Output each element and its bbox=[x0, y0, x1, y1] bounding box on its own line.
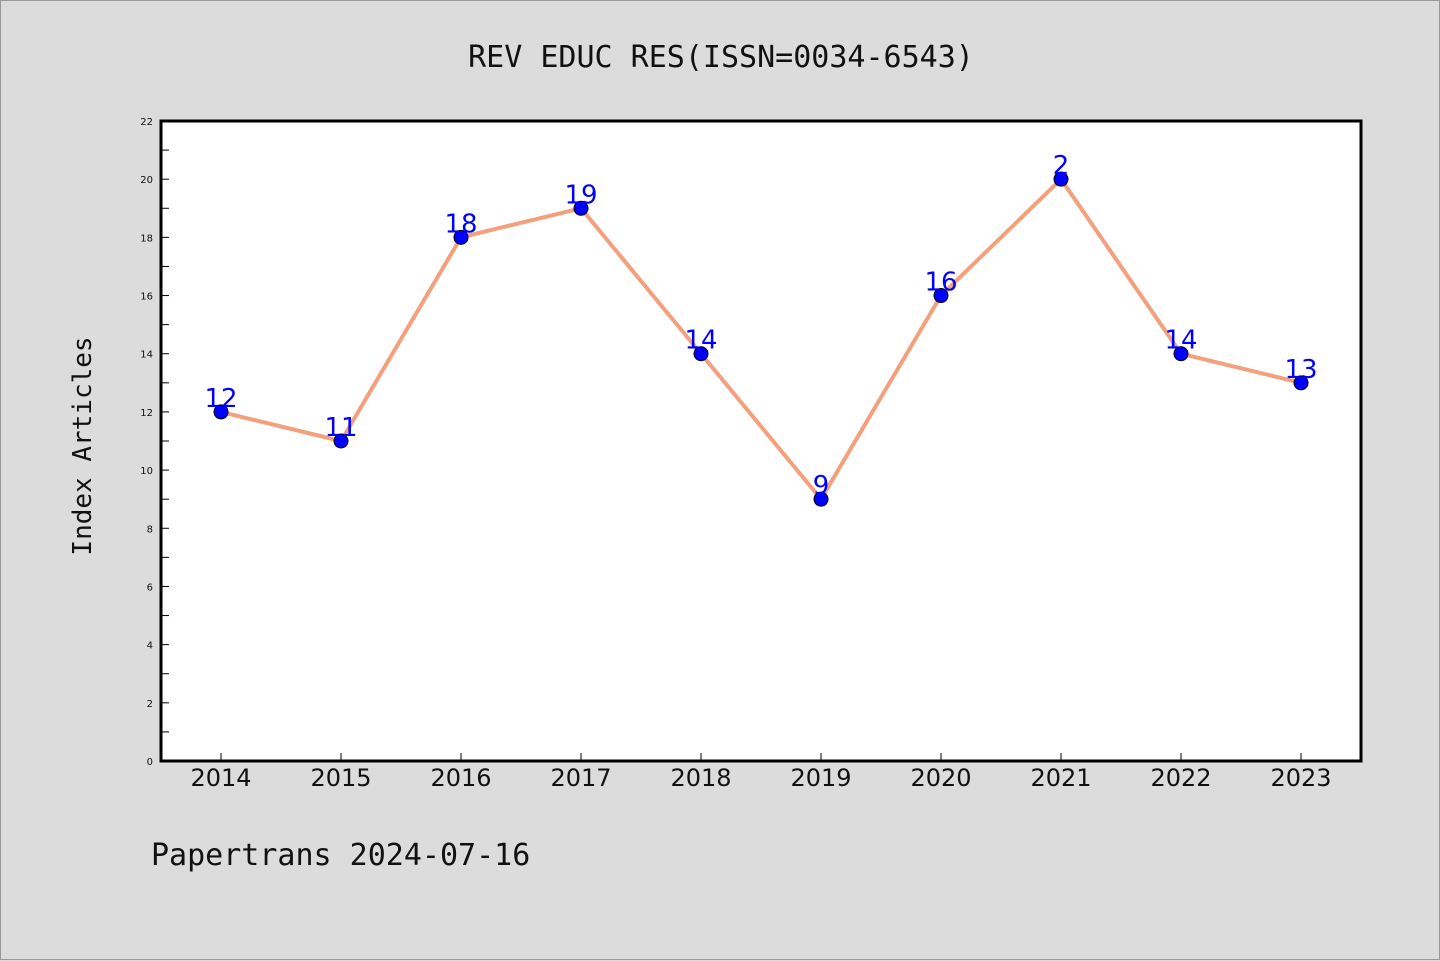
data-point bbox=[1173, 346, 1189, 362]
x-tick-label: 2021 bbox=[1030, 764, 1091, 792]
y-tick-label: 6 bbox=[147, 582, 153, 593]
y-tick-label: 22 bbox=[140, 117, 153, 128]
data-point bbox=[813, 491, 829, 507]
data-point bbox=[1293, 375, 1309, 391]
series-line bbox=[220, 177, 1302, 502]
data-point bbox=[573, 200, 589, 216]
x-tick-label: 2022 bbox=[1150, 764, 1211, 792]
data-point bbox=[333, 433, 349, 449]
x-tick-label: 2018 bbox=[670, 764, 731, 792]
y-tick-label: 12 bbox=[140, 408, 153, 419]
y-tick-label: 8 bbox=[147, 524, 153, 535]
data-label: 18 bbox=[444, 209, 477, 239]
y-tick-label: 0 bbox=[147, 757, 153, 768]
data-label: 13 bbox=[1284, 355, 1317, 385]
data-label: 2 bbox=[1053, 151, 1070, 181]
data-label: 14 bbox=[684, 326, 717, 356]
data-label: 11 bbox=[324, 413, 357, 443]
y-tick-label: 10 bbox=[140, 466, 153, 477]
x-tick-label: 2020 bbox=[910, 764, 971, 792]
y-tick-label: 14 bbox=[140, 350, 153, 361]
y-tick-label: 16 bbox=[140, 292, 153, 303]
x-tick-label: 2023 bbox=[1270, 764, 1331, 792]
chart-title: REV EDUC RES(ISSN=0034-6543) bbox=[468, 40, 974, 75]
plot-area bbox=[161, 121, 1361, 761]
data-label: 9 bbox=[813, 471, 830, 501]
y-tick-label: 18 bbox=[140, 233, 153, 244]
x-tick-label: 2019 bbox=[790, 764, 851, 792]
y-axis-label: Index Articles bbox=[68, 336, 98, 555]
series-layer: 12 11 18 19 14 9 16 2 14 13 bbox=[204, 151, 1318, 507]
data-point bbox=[453, 229, 469, 245]
data-label: 12 bbox=[204, 384, 237, 414]
y-tick-label: 4 bbox=[147, 641, 153, 652]
y-tick-label: 20 bbox=[140, 175, 153, 186]
footer-credit: Papertrans 2024-07-16 bbox=[151, 838, 530, 873]
data-point bbox=[1053, 171, 1069, 187]
data-point bbox=[213, 404, 229, 420]
y-tick-label: 2 bbox=[147, 699, 153, 710]
x-tick-label: 2015 bbox=[310, 764, 371, 792]
data-label: 14 bbox=[1164, 326, 1197, 356]
x-tick-label: 2017 bbox=[550, 764, 611, 792]
x-axis-ticks: 2014 2015 2016 2017 2018 2019 2020 2021 2022 2023 bbox=[190, 753, 1332, 792]
data-point bbox=[933, 288, 949, 304]
data-point bbox=[693, 346, 709, 362]
data-label: 16 bbox=[924, 268, 957, 298]
x-tick-label: 2016 bbox=[430, 764, 491, 792]
plot-border bbox=[159, 119, 1363, 763]
data-label: 19 bbox=[564, 180, 597, 210]
x-tick-label: 2014 bbox=[190, 764, 251, 792]
